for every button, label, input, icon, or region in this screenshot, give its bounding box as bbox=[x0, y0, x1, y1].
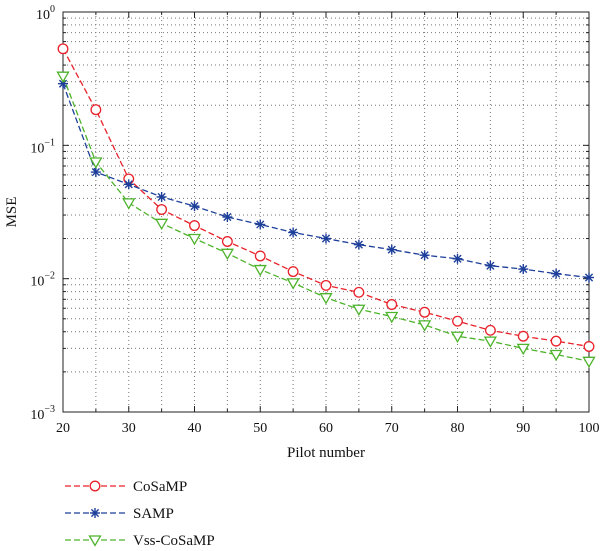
data-point-cosamp bbox=[452, 315, 463, 327]
data-point-cosamp bbox=[189, 220, 200, 232]
y-tick-label: 100 bbox=[36, 4, 55, 23]
data-point-samp bbox=[90, 167, 101, 178]
data-point-vss-cosamp bbox=[582, 356, 596, 369]
data-point-cosamp bbox=[156, 204, 168, 215]
data-point-samp bbox=[123, 179, 134, 190]
data-point-vss-cosamp bbox=[549, 349, 563, 362]
data-point-vss-cosamp bbox=[286, 278, 300, 290]
data-point-vss-cosamp bbox=[516, 343, 530, 356]
legend-marker bbox=[90, 508, 100, 518]
data-point-cosamp bbox=[353, 286, 365, 298]
data-point-vss-cosamp bbox=[352, 304, 366, 317]
data-point-vss-cosamp bbox=[385, 311, 399, 324]
x-tick-label: 80 bbox=[451, 421, 465, 436]
legend-item-samp: SAMP bbox=[65, 506, 174, 522]
legend-label: SAMP bbox=[133, 506, 174, 522]
data-point-cosamp bbox=[254, 250, 266, 262]
data-point-samp bbox=[189, 201, 200, 212]
axis-ticks bbox=[62, 12, 590, 413]
data-point-cosamp bbox=[221, 236, 233, 247]
data-point-vss-cosamp bbox=[450, 331, 465, 344]
data-point-samp bbox=[288, 227, 299, 238]
data-point-samp bbox=[518, 264, 529, 275]
x-tick-label: 100 bbox=[579, 421, 600, 436]
data-point-cosamp bbox=[320, 279, 332, 291]
data-point-samp bbox=[419, 250, 430, 261]
x-tick-label: 90 bbox=[516, 421, 530, 436]
legend-marker bbox=[88, 535, 102, 547]
data-point-cosamp bbox=[517, 330, 529, 342]
legend-marker bbox=[89, 480, 101, 492]
data-point-cosamp bbox=[583, 341, 595, 352]
legend: CoSaMP SAMP Vss-CoSaMP bbox=[65, 479, 215, 549]
data-point-cosamp bbox=[90, 104, 102, 116]
legend-label: CoSaMP bbox=[133, 479, 187, 495]
data-point-vss-cosamp bbox=[56, 71, 70, 83]
y-tick-label: 10−3 bbox=[30, 404, 55, 423]
data-point-samp bbox=[321, 233, 331, 244]
tick-labels: 20 30 40 50 60 70 80 90 100 100 10−1 10−2 10−3 bbox=[30, 4, 599, 436]
x-tick-label: 40 bbox=[188, 421, 202, 436]
series-samp bbox=[58, 78, 594, 283]
x-tick-label: 20 bbox=[56, 421, 70, 436]
data-point-vss-cosamp bbox=[220, 248, 235, 261]
data-point-samp bbox=[485, 260, 496, 271]
data-point-cosamp bbox=[287, 266, 299, 278]
legend-item-vss-cosamp: Vss-CoSaMP bbox=[65, 533, 215, 549]
data-point-samp bbox=[452, 253, 463, 264]
data-point-vss-cosamp bbox=[319, 293, 333, 305]
legend-item-cosamp: CoSaMP bbox=[65, 479, 187, 495]
x-axis-title: Pilot number bbox=[287, 445, 365, 461]
data-point-cosamp bbox=[550, 335, 562, 347]
data-point-vss-cosamp bbox=[122, 198, 136, 210]
series-layer bbox=[56, 43, 596, 369]
data-point-samp bbox=[255, 219, 266, 230]
series-line-vss-cosamp bbox=[62, 75, 590, 362]
data-point-cosamp bbox=[386, 299, 398, 310]
y-tick-label: 10−2 bbox=[30, 271, 55, 290]
series-cosamp bbox=[57, 43, 595, 352]
legend-label: Vss-CoSaMP bbox=[133, 533, 215, 549]
y-tick-label: 10−1 bbox=[30, 137, 55, 156]
y-axis-title: MSE bbox=[4, 197, 20, 228]
data-point-vss-cosamp bbox=[483, 336, 498, 348]
data-point-samp bbox=[222, 212, 233, 223]
data-point-vss-cosamp bbox=[417, 320, 432, 332]
data-point-samp bbox=[156, 191, 167, 202]
x-tick-label: 60 bbox=[319, 421, 333, 436]
x-tick-label: 70 bbox=[385, 421, 399, 436]
data-point-vss-cosamp bbox=[253, 264, 267, 277]
data-point-vss-cosamp bbox=[154, 218, 169, 231]
data-point-samp bbox=[551, 268, 562, 279]
grid-lines bbox=[63, 12, 589, 412]
x-tick-label: 30 bbox=[122, 421, 136, 436]
data-point-samp bbox=[386, 244, 397, 255]
data-point-cosamp bbox=[484, 324, 496, 336]
data-point-samp bbox=[584, 272, 594, 283]
data-point-samp bbox=[353, 239, 364, 250]
data-point-cosamp bbox=[57, 43, 69, 55]
x-tick-label: 50 bbox=[253, 421, 267, 436]
series-vss-cosamp bbox=[56, 71, 596, 369]
data-point-cosamp bbox=[419, 306, 431, 318]
data-point-vss-cosamp bbox=[187, 233, 202, 246]
data-point-vss-cosamp bbox=[89, 157, 103, 169]
